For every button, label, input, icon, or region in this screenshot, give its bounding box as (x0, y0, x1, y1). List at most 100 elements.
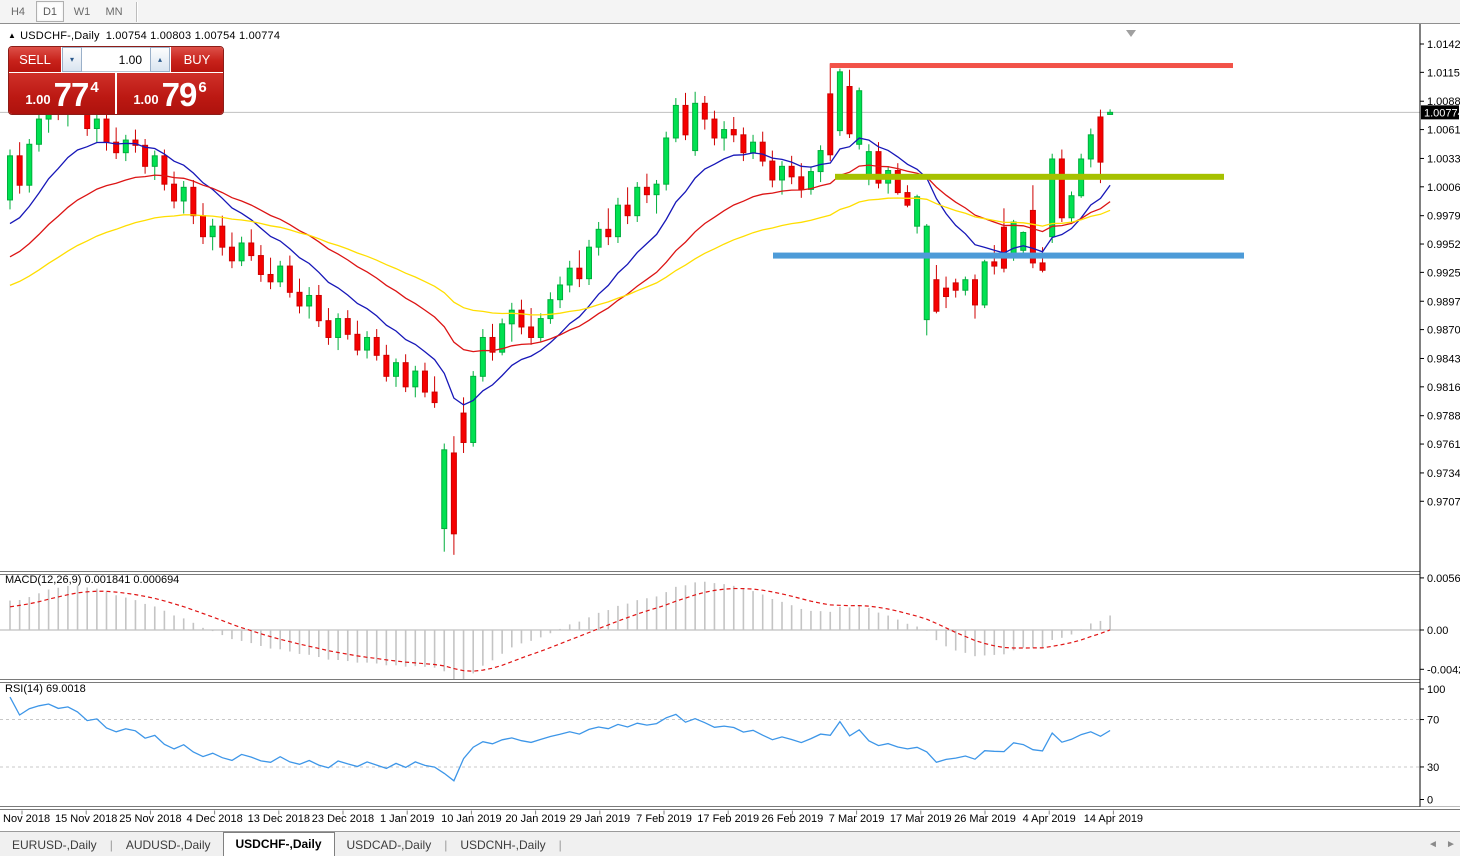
rsi-axis-label: 0 (1427, 795, 1433, 807)
candle-body (344, 318, 351, 335)
candle-body (740, 134, 747, 154)
price-axis-label: 0.98705 (1427, 325, 1460, 337)
candle-body (943, 287, 950, 298)
macd-indicator-label: MACD(12,26,9) 0.001841 0.000694 (5, 574, 180, 586)
volume-stepper: ▾ 1.00 ▴ (61, 47, 171, 72)
candle-body (286, 265, 293, 293)
horizontal-level-resistance (830, 63, 1233, 69)
candle-body (711, 118, 718, 139)
candle-body (1097, 116, 1104, 163)
candle-body (142, 144, 149, 167)
candle-body (875, 151, 882, 184)
candle-body (933, 279, 940, 312)
trade-panel-top-row: SELL ▾ 1.00 ▴ BUY (9, 47, 223, 72)
candle-body (354, 333, 361, 351)
price-axis-label: 0.98975 (1427, 296, 1460, 308)
candle-body (537, 318, 544, 338)
candle-body (470, 375, 477, 443)
candle-body (479, 336, 486, 377)
horizontal-level-mid-support (835, 173, 1224, 180)
timeframe-button-mn[interactable]: MN (105, 5, 123, 18)
price-axis-label: 0.97615 (1427, 439, 1460, 451)
toolbar-separator (136, 1, 138, 22)
candle-body (421, 370, 428, 393)
candle-body (730, 129, 737, 136)
sell-button[interactable]: SELL (9, 47, 61, 72)
tab-separator: | (444, 837, 448, 852)
candle-body (26, 143, 33, 186)
candle-body (557, 284, 564, 301)
candle-body (393, 362, 399, 377)
volume-input[interactable]: 1.00 (82, 47, 150, 72)
candle-body (296, 291, 303, 307)
buy-quote-button[interactable]: 1.00 79 6 (115, 73, 223, 114)
candle-body (373, 336, 380, 356)
candle-body (508, 309, 515, 325)
candle-body (1010, 221, 1017, 258)
date-axis-label: 14 Apr 2019 (1084, 813, 1143, 825)
chart-tab-audusd[interactable]: AUDUSD-,Daily (125, 837, 211, 852)
chart-background (0, 24, 1460, 856)
date-axis-label: 10 Jan 2019 (441, 813, 502, 825)
timeframe-button-h4[interactable]: H4 (10, 5, 26, 18)
chart-tab-usdcad[interactable]: USDCAD-,Daily (346, 837, 432, 852)
candle-body (634, 186, 641, 217)
price-axis-label: 1.01425 (1427, 39, 1460, 51)
ask-prefix: 1.00 (133, 91, 159, 107)
candle-body (1068, 195, 1075, 219)
candle-body (1049, 158, 1056, 238)
candle-body (267, 273, 274, 283)
chart-tab-bar: EURUSD-,Daily | AUDUSD-,Daily USDCHF-,Daily… (0, 831, 1460, 856)
candle-body (1029, 209, 1036, 264)
chart-tab-eurusd[interactable]: EURUSD-,Daily (12, 837, 97, 852)
volume-decrease-button[interactable]: ▾ (62, 47, 82, 72)
chart-tab-usdchf[interactable]: USDCHF-,Daily (222, 831, 335, 856)
candle-body (325, 320, 332, 338)
candle-body (103, 118, 110, 143)
timeframe-button-d1[interactable]: D1 (36, 1, 64, 22)
current-price-label: 1.00774 (1424, 107, 1460, 119)
candle-body (1058, 158, 1065, 219)
candle-body (547, 299, 554, 320)
candle-body (750, 141, 757, 154)
candle-body (7, 155, 13, 201)
candle-body (981, 261, 988, 306)
candle-body (605, 228, 612, 238)
volume-increase-button[interactable]: ▴ (150, 47, 170, 72)
candle-body (643, 186, 650, 196)
date-axis-label: 26 Feb 2019 (762, 813, 824, 825)
tab-separator: | (558, 837, 562, 852)
timeframe-toolbar: H4 D1 W1 MN (0, 0, 1460, 24)
candle-body (701, 102, 708, 120)
candle-body (952, 282, 959, 291)
date-axis-label: 1 Jan 2019 (380, 813, 434, 825)
sell-quote-button[interactable]: 1.00 77 4 (9, 73, 115, 114)
candle-body (682, 104, 689, 136)
one-click-trade-panel: SELL ▾ 1.00 ▴ BUY 1.00 77 4 1.00 79 6 (8, 46, 224, 115)
candle-body (914, 196, 921, 227)
chart-tab-usdcnh[interactable]: USDCNH-,Daily (460, 837, 546, 852)
candle-body (518, 309, 525, 328)
candle-body (528, 326, 535, 338)
candle-body (460, 412, 467, 443)
macd-axis-label: 0.005602 (1427, 573, 1460, 585)
date-axis-label: 17 Feb 2019 (697, 813, 759, 825)
timeframe-button-w1[interactable]: W1 (73, 5, 91, 18)
macd-signal-line (9, 587, 1111, 672)
candle-body (113, 141, 120, 154)
candle-body (817, 150, 824, 173)
tab-scroll-right-icon[interactable]: ► (1446, 839, 1456, 850)
collapse-triangle-icon[interactable]: ▲ (8, 31, 17, 40)
candle-body (219, 225, 226, 248)
candle-body (624, 204, 631, 217)
tab-scroll-left-icon[interactable]: ◄ (1428, 839, 1438, 850)
buy-button[interactable]: BUY (171, 47, 223, 72)
candle-body (1000, 226, 1007, 269)
price-axis-label: 1.00610 (1427, 125, 1460, 137)
candle-body (779, 165, 785, 181)
ask-pip-digit: 6 (198, 78, 207, 96)
candle-body (132, 139, 139, 146)
date-axis-label: 4 Dec 2018 (186, 813, 242, 825)
